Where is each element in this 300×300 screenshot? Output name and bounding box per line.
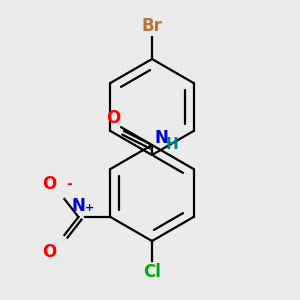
- Text: Cl: Cl: [143, 263, 161, 281]
- Text: O: O: [42, 175, 56, 193]
- Text: Br: Br: [142, 17, 162, 35]
- Text: N: N: [154, 129, 168, 147]
- Text: N: N: [71, 197, 85, 215]
- Text: O: O: [42, 243, 56, 261]
- Text: +: +: [84, 203, 94, 213]
- Text: -: -: [66, 177, 72, 191]
- Text: O: O: [106, 109, 120, 127]
- Text: H: H: [166, 137, 179, 152]
